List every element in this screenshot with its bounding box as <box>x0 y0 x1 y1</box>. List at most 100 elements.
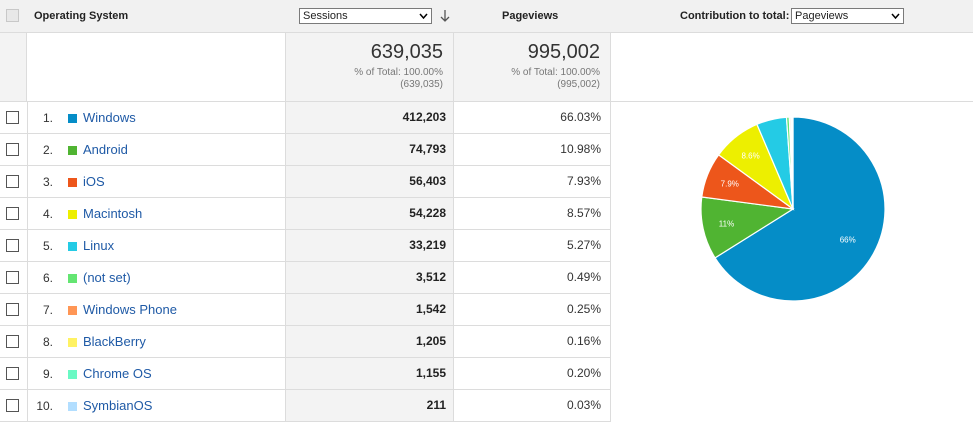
os-name-link[interactable]: iOS <box>83 174 105 189</box>
chevron-down-icon <box>417 10 430 22</box>
row-checkbox[interactable] <box>6 367 19 380</box>
sessions-cell: 1,205 <box>285 326 454 357</box>
legend-swatch <box>68 146 77 155</box>
sessions-cell: 74,793 <box>285 134 454 165</box>
metric-select-value: Sessions <box>303 10 348 22</box>
row-checkbox[interactable] <box>6 175 19 188</box>
row-divider <box>27 166 28 197</box>
pageviews-cell: 10.98% <box>454 134 611 165</box>
pageviews-cell: 0.20% <box>454 358 611 389</box>
row-number: 9. <box>42 367 53 381</box>
contribution-select[interactable]: Pageviews <box>791 8 904 24</box>
pageviews-total-sub: (995,002) <box>557 79 600 90</box>
legend-swatch <box>68 242 77 251</box>
sessions-cell: 1,155 <box>285 358 454 389</box>
sessions-value: 3,512 <box>415 270 446 284</box>
table-row: 4. Macintosh 54,228 8.57% <box>0 198 611 230</box>
pageviews-value: 66.03% <box>560 110 601 124</box>
pageviews-total-pct: % of Total: 100.00% <box>511 67 600 78</box>
row-number: 10. <box>36 399 53 413</box>
row-checkbox[interactable] <box>6 303 19 316</box>
dimension-column-header[interactable]: Operating System <box>34 10 129 22</box>
select-all-checkbox[interactable] <box>6 9 19 22</box>
pageviews-value: 0.25% <box>566 302 601 316</box>
sessions-total-value: 639,035 <box>370 41 443 63</box>
row-checkbox[interactable] <box>6 111 19 124</box>
legend-swatch <box>68 274 77 283</box>
pie-slice[interactable] <box>714 116 886 302</box>
sessions-total-pct: % of Total: 100.00% <box>354 67 443 78</box>
table-row: 6. (not set) 3,512 0.49% <box>0 262 611 294</box>
sessions-cell: 54,228 <box>285 198 454 229</box>
totals-row: 639,035 % of Total: 100.00% (639,035) 99… <box>0 33 973 102</box>
row-divider <box>27 390 28 421</box>
os-name-link[interactable]: (not set) <box>83 270 131 285</box>
sessions-value: 54,228 <box>409 206 446 220</box>
pageviews-total-cell: 995,002 % of Total: 100.00% (995,002) <box>454 33 611 101</box>
table-row: 9. Chrome OS 1,155 0.20% <box>0 358 611 390</box>
os-name-link[interactable]: SymbianOS <box>83 398 153 413</box>
table-row: 1. Windows 412,203 66.03% <box>0 102 611 134</box>
row-checkbox[interactable] <box>6 271 19 284</box>
sessions-value: 33,219 <box>409 238 446 252</box>
pageviews-cell: 0.03% <box>454 390 611 421</box>
row-checkbox[interactable] <box>6 207 19 220</box>
row-divider <box>27 230 28 261</box>
sessions-total-sub: (639,035) <box>400 79 443 90</box>
row-number: 1. <box>42 111 53 125</box>
sessions-cell: 1,542 <box>285 294 454 325</box>
pie-slice-label: 8.6% <box>741 152 759 161</box>
pageviews-value: 0.16% <box>566 334 601 348</box>
os-name-link[interactable]: Windows Phone <box>83 302 177 317</box>
sessions-cell: 412,203 <box>285 102 454 133</box>
chevron-down-icon <box>889 10 902 22</box>
sessions-value: 74,793 <box>409 142 446 156</box>
pageviews-cell: 8.57% <box>454 198 611 229</box>
legend-swatch <box>68 338 77 347</box>
totals-spacer <box>0 33 27 101</box>
legend-swatch <box>68 370 77 379</box>
sessions-cell: 56,403 <box>285 166 454 197</box>
row-checkbox[interactable] <box>6 239 19 252</box>
row-checkbox[interactable] <box>6 143 19 156</box>
row-checkbox[interactable] <box>6 399 19 412</box>
os-name-link[interactable]: Android <box>83 142 128 157</box>
pie-slice-label: 66% <box>840 235 856 244</box>
contribution-select-value: Pageviews <box>795 10 849 22</box>
pageviews-value: 8.57% <box>566 206 601 220</box>
pageviews-cell: 0.16% <box>454 326 611 357</box>
contribution-label: Contribution to total: <box>680 10 790 22</box>
pie-slice-label: 7.9% <box>721 180 739 189</box>
os-name-link[interactable]: Chrome OS <box>83 366 152 381</box>
sessions-value: 1,205 <box>415 334 446 348</box>
sessions-value: 56,403 <box>409 174 446 188</box>
os-name-link[interactable]: BlackBerry <box>83 334 146 349</box>
row-checkbox[interactable] <box>6 335 19 348</box>
pageviews-cell: 7.93% <box>454 166 611 197</box>
table-row: 3. iOS 56,403 7.93% <box>0 166 611 198</box>
contribution-pie-chart: 66% 11% 7.9% 8.6% <box>611 102 973 423</box>
metric-select[interactable]: Sessions <box>299 8 432 24</box>
row-number: 4. <box>42 207 53 221</box>
sessions-total-cell: 639,035 % of Total: 100.00% (639,035) <box>285 33 454 101</box>
row-divider <box>27 262 28 293</box>
sessions-value: 1,542 <box>415 302 446 316</box>
legend-swatch <box>68 114 77 123</box>
row-divider <box>27 326 28 357</box>
row-number: 7. <box>42 303 53 317</box>
pageviews-column-header[interactable]: Pageviews <box>502 10 559 22</box>
pageviews-value: 5.27% <box>566 238 601 252</box>
legend-swatch <box>68 210 77 219</box>
table-row: 7. Windows Phone 1,542 0.25% <box>0 294 611 326</box>
pie-slice-label: 11% <box>719 220 734 229</box>
sort-descending-icon[interactable] <box>439 8 451 24</box>
os-name-link[interactable]: Macintosh <box>83 206 143 221</box>
os-name-link[interactable]: Linux <box>83 238 115 253</box>
os-name-link[interactable]: Windows <box>83 110 136 125</box>
row-number: 6. <box>42 271 53 285</box>
pageviews-cell: 0.25% <box>454 294 611 325</box>
row-divider <box>27 134 28 165</box>
pie-svg: 66% 11% 7.9% 8.6% <box>700 116 886 302</box>
legend-swatch <box>68 402 77 411</box>
sessions-value: 1,155 <box>415 366 446 380</box>
